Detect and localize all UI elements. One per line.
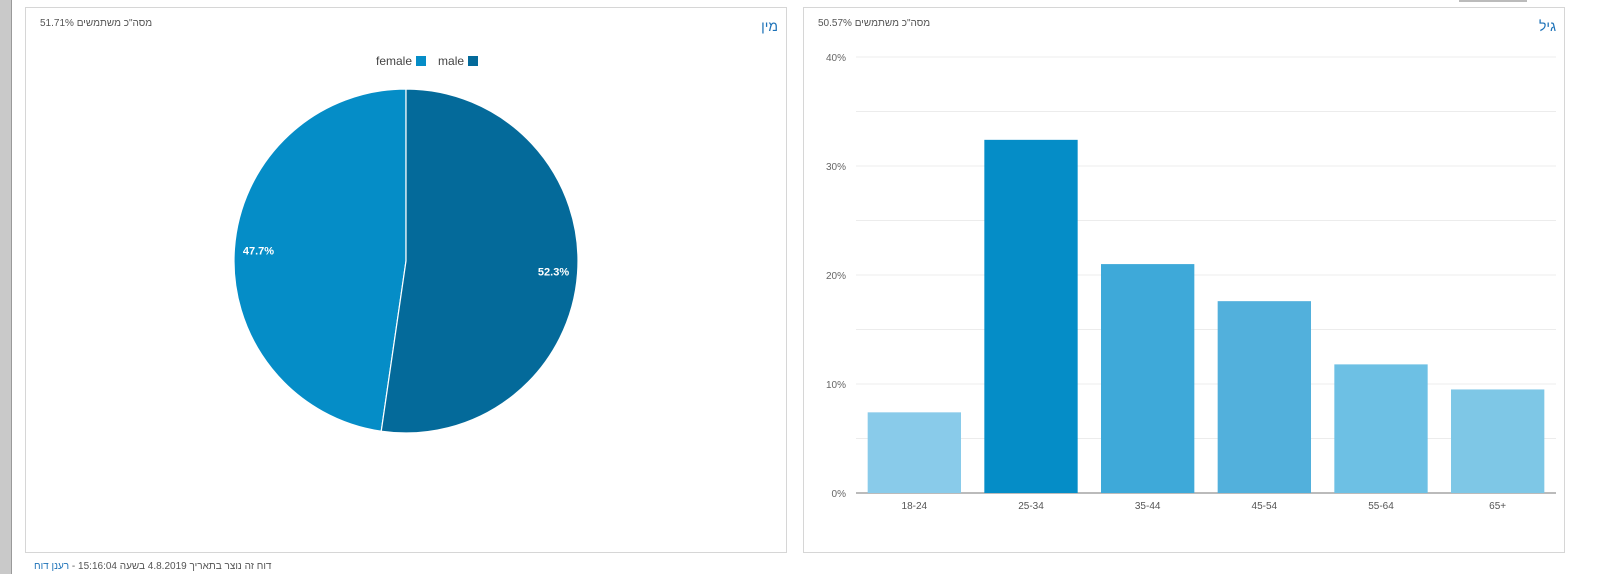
age-card: גיל 50.57% מסה"כ משתמשים 0% 10% 20% 30% 40% 1… xyxy=(803,7,1565,553)
y-tick-label: 40% xyxy=(826,53,846,64)
y-tick-label: 20% xyxy=(826,271,846,282)
pie-slice-female[interactable] xyxy=(233,88,407,432)
legend-item-female[interactable]: female xyxy=(376,54,427,68)
left-gutter-divider xyxy=(11,0,12,574)
bar-55-64[interactable] xyxy=(1334,364,1428,493)
x-tick-label: 45-54 xyxy=(1252,501,1278,512)
pie-legend: female male xyxy=(376,54,479,68)
age-bar-chart: 0% 10% 20% 30% 40% 18-24 25-34 35-44 45-54 55-64 6… xyxy=(826,53,1556,512)
legend-item-male[interactable]: male xyxy=(438,54,479,68)
y-tick-label: 30% xyxy=(826,162,846,173)
legend-swatch-female xyxy=(416,56,427,66)
x-tick-label: 35-44 xyxy=(1135,501,1161,512)
x-tick-label: 55-64 xyxy=(1368,501,1394,512)
legend-swatch-male xyxy=(468,56,479,66)
legend-label-female: female xyxy=(376,54,413,68)
gender-card-subtitle: 51.71% מסה"כ משתמשים xyxy=(40,18,153,29)
age-card-title: גיל xyxy=(1539,18,1556,34)
age-card-subtitle: 50.57% מסה"כ משתמשים xyxy=(818,18,931,29)
gender-card-title: מין xyxy=(761,18,778,34)
pie-data-label-female: 47.7% xyxy=(243,245,274,257)
footer-text: דוח זה נוצר בתאריך 4.8.2019 בשעה 15:16:0… xyxy=(69,561,272,572)
gender-card: מין 51.71% מסה"כ משתמשים female male 47.… xyxy=(25,7,787,553)
bar-18-24[interactable] xyxy=(867,412,961,493)
y-tick-label: 0% xyxy=(832,489,847,500)
refresh-report-link[interactable]: רענן דוח xyxy=(34,561,70,572)
x-tick-label: 18-24 xyxy=(902,501,928,512)
left-gutter xyxy=(0,0,11,574)
bar-25-34[interactable] xyxy=(984,139,1078,493)
legend-label-male: male xyxy=(438,54,465,68)
gender-pie-chart: 47.7% 52.3% xyxy=(233,88,579,434)
pie-data-label-male: 52.3% xyxy=(538,267,569,279)
report-footer: דוח זה נוצר בתאריך 4.8.2019 בשעה 15:16:0… xyxy=(34,561,271,572)
pie-slice-male[interactable] xyxy=(380,88,579,434)
top-tab-indicator xyxy=(1459,0,1527,2)
bar-35-44[interactable] xyxy=(1101,264,1195,493)
bar-65+[interactable] xyxy=(1451,389,1545,493)
x-tick-label: 25-34 xyxy=(1018,501,1044,512)
x-tick-label: 65+ xyxy=(1489,501,1506,512)
bar-45-54[interactable] xyxy=(1217,301,1311,493)
y-tick-label: 10% xyxy=(826,380,846,391)
